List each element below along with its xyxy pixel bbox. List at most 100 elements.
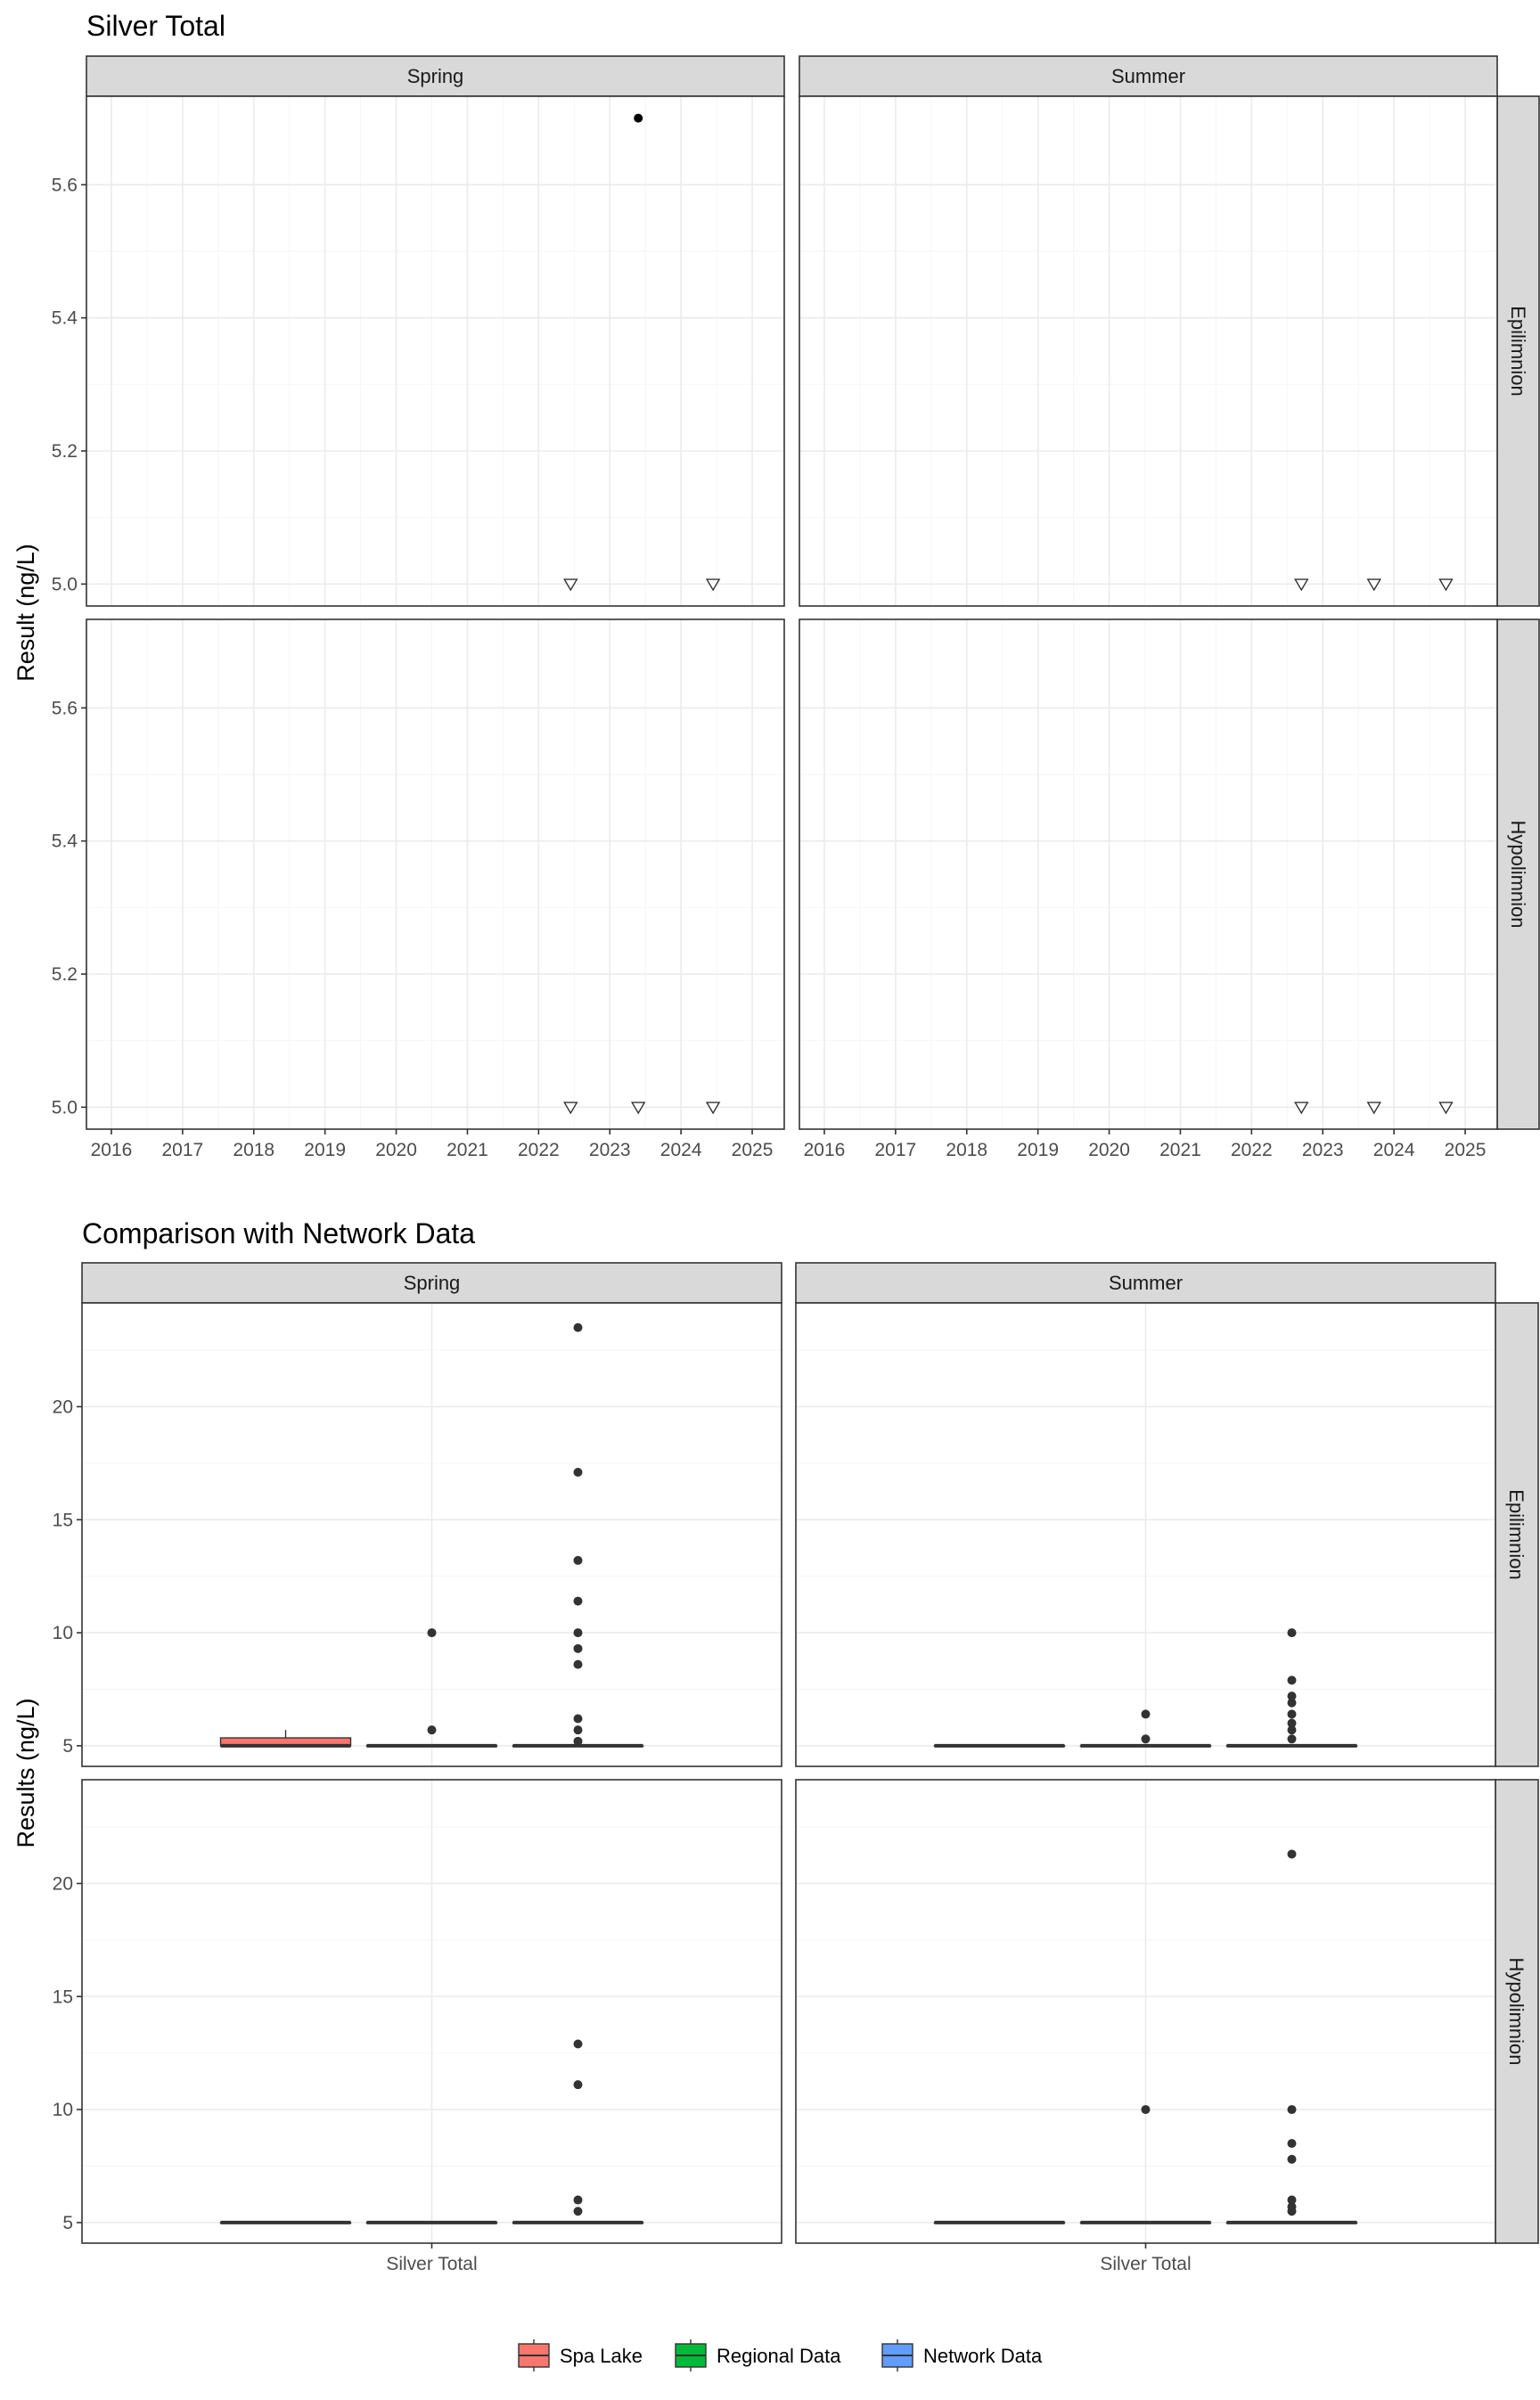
x-tick-label: 2018	[946, 1140, 987, 1160]
data-point-triangle	[630, 1102, 646, 1115]
panel-background	[86, 96, 784, 606]
facet-strip-col	[86, 55, 785, 97]
y-axis-title: Results (ng/L)	[12, 1698, 39, 1847]
silver-total-chart: Silver Total Result (ng/L) Spring Summer Epi…	[12, 10, 1540, 1160]
x-tick-label: 2020	[375, 1140, 417, 1160]
legend-label: Network Data	[923, 2345, 1043, 2367]
y-tick-label: 5	[62, 2213, 73, 2233]
chart-title: Comparison with Network Data	[82, 1217, 475, 1249]
outlier-point	[1141, 1734, 1151, 1744]
x-tick-label: Silver Total	[386, 2254, 477, 2274]
outlier-point	[573, 1596, 583, 1606]
y-tick-label: 15	[53, 1986, 73, 2007]
x-tick-label: 2024	[1373, 1140, 1415, 1160]
data-point-triangle	[563, 578, 578, 592]
panel-border	[86, 95, 785, 607]
x-tick-label: 2016	[91, 1140, 133, 1160]
facet-label-summer: Summer	[1109, 1272, 1183, 1294]
x-tick-label: 2019	[304, 1140, 346, 1160]
outlier-point	[1287, 2105, 1297, 2115]
facet-panel: 5 10 15 20 Silver Total	[53, 1779, 782, 2274]
data-point-triangle	[1294, 578, 1309, 592]
box-spa-lake	[933, 1743, 1066, 1748]
outlier-point	[1287, 2139, 1297, 2149]
box-regional-data	[365, 1628, 498, 1748]
x-tick-label: 2017	[162, 1140, 204, 1160]
outlier-point	[573, 1555, 583, 1565]
y-tick-label: 5.0	[52, 574, 78, 594]
outlier-point	[1287, 1709, 1297, 1719]
outlier-point	[573, 1725, 583, 1735]
facet-panel: 5.0 5.2 5.4 5.6 2016 2017 2018 2019 2020 2021 2022…	[52, 618, 785, 1160]
x-tick-label: 2021	[446, 1140, 488, 1160]
facet-strip-col	[81, 1262, 782, 1304]
outlier-point	[573, 1714, 583, 1724]
y-tick-label: 20	[53, 1397, 73, 1417]
outlier-point	[1287, 1675, 1297, 1685]
box-network-data	[512, 2039, 644, 2224]
data-point-triangle	[705, 1102, 721, 1115]
data-point-triangle	[1366, 578, 1382, 592]
y-tick-label: 5.2	[52, 964, 78, 985]
outlier-point	[427, 1725, 437, 1735]
x-tick-label: 2024	[660, 1140, 702, 1160]
y-tick-label: 5	[62, 1736, 73, 1757]
outlier-point	[1287, 1849, 1297, 1859]
facet-label-epilimnion: Epilimnion	[1507, 306, 1529, 397]
x-tick-label: 2021	[1159, 1140, 1201, 1160]
legend-label: Spa Lake	[560, 2345, 643, 2367]
box-spa-lake	[219, 1730, 352, 1748]
y-tick-label: 5.4	[52, 831, 78, 852]
facet-panel: Silver Total	[795, 1779, 1496, 2274]
outlier-point	[573, 1323, 583, 1332]
outlier-point	[573, 1467, 583, 1477]
facet-panel: 5 10 15 20	[53, 1302, 782, 1767]
facet-strip-row	[1496, 618, 1540, 1130]
legend: Spa Lake Regional Data Network Data	[518, 2339, 1043, 2371]
outlier-point	[573, 2039, 583, 2049]
box-spa-lake	[219, 2220, 352, 2224]
data-point-triangle	[1438, 578, 1454, 592]
data-point-triangle	[563, 1102, 578, 1115]
x-tick-label: 2018	[233, 1140, 274, 1160]
panel-background	[86, 619, 784, 1129]
y-tick-label: 5.6	[52, 175, 78, 195]
facet-label-epilimnion: Epilimnion	[1505, 1489, 1528, 1580]
outlier-point	[573, 1736, 583, 1746]
facet-panel: 5.0 5.2 5.4 5.6	[52, 95, 785, 607]
facet-label-summer: Summer	[1111, 65, 1185, 87]
y-axis-title: Result (ng/L)	[12, 544, 39, 682]
y-tick-label: 20	[53, 1873, 73, 1894]
box-regional-data	[1079, 2105, 1212, 2224]
outlier-point	[573, 2207, 583, 2216]
outlier-point	[573, 1628, 583, 1638]
data-point-triangle	[705, 578, 721, 592]
outlier-point	[1287, 1698, 1297, 1708]
data-point	[634, 113, 643, 123]
x-tick-label: 2023	[589, 1140, 631, 1160]
x-tick-label: 2019	[1017, 1140, 1059, 1160]
facet-label-hypolimnion: Hypolimnion	[1507, 820, 1529, 928]
comparison-chart: Comparison with Network Data Results (ng/…	[12, 1217, 1539, 2371]
outlier-point	[1287, 2154, 1297, 2164]
chart-title: Silver Total	[86, 10, 225, 42]
x-tick-label: 2023	[1302, 1140, 1344, 1160]
y-tick-label: 5.6	[52, 698, 78, 718]
outlier-point	[573, 2195, 583, 2205]
facet-strip-row	[1496, 95, 1540, 607]
x-tick-label: Silver Total	[1100, 2254, 1191, 2274]
y-tick-label: 5.4	[52, 308, 78, 329]
panel-border	[86, 618, 785, 1130]
outlier-point	[1287, 2195, 1297, 2205]
x-tick-label: 2025	[732, 1140, 774, 1160]
box-network-data	[1225, 1628, 1358, 1748]
facet-strip-col	[795, 1262, 1496, 1304]
outlier-point	[1141, 1709, 1151, 1719]
outlier-point	[1287, 1691, 1297, 1701]
data-point-triangle	[1294, 1102, 1309, 1115]
legend-item-regional-data: Regional Data	[675, 2339, 841, 2371]
outlier-point	[1287, 1734, 1297, 1744]
outlier-point	[1287, 1628, 1297, 1638]
x-tick-label: 2025	[1445, 1140, 1487, 1160]
